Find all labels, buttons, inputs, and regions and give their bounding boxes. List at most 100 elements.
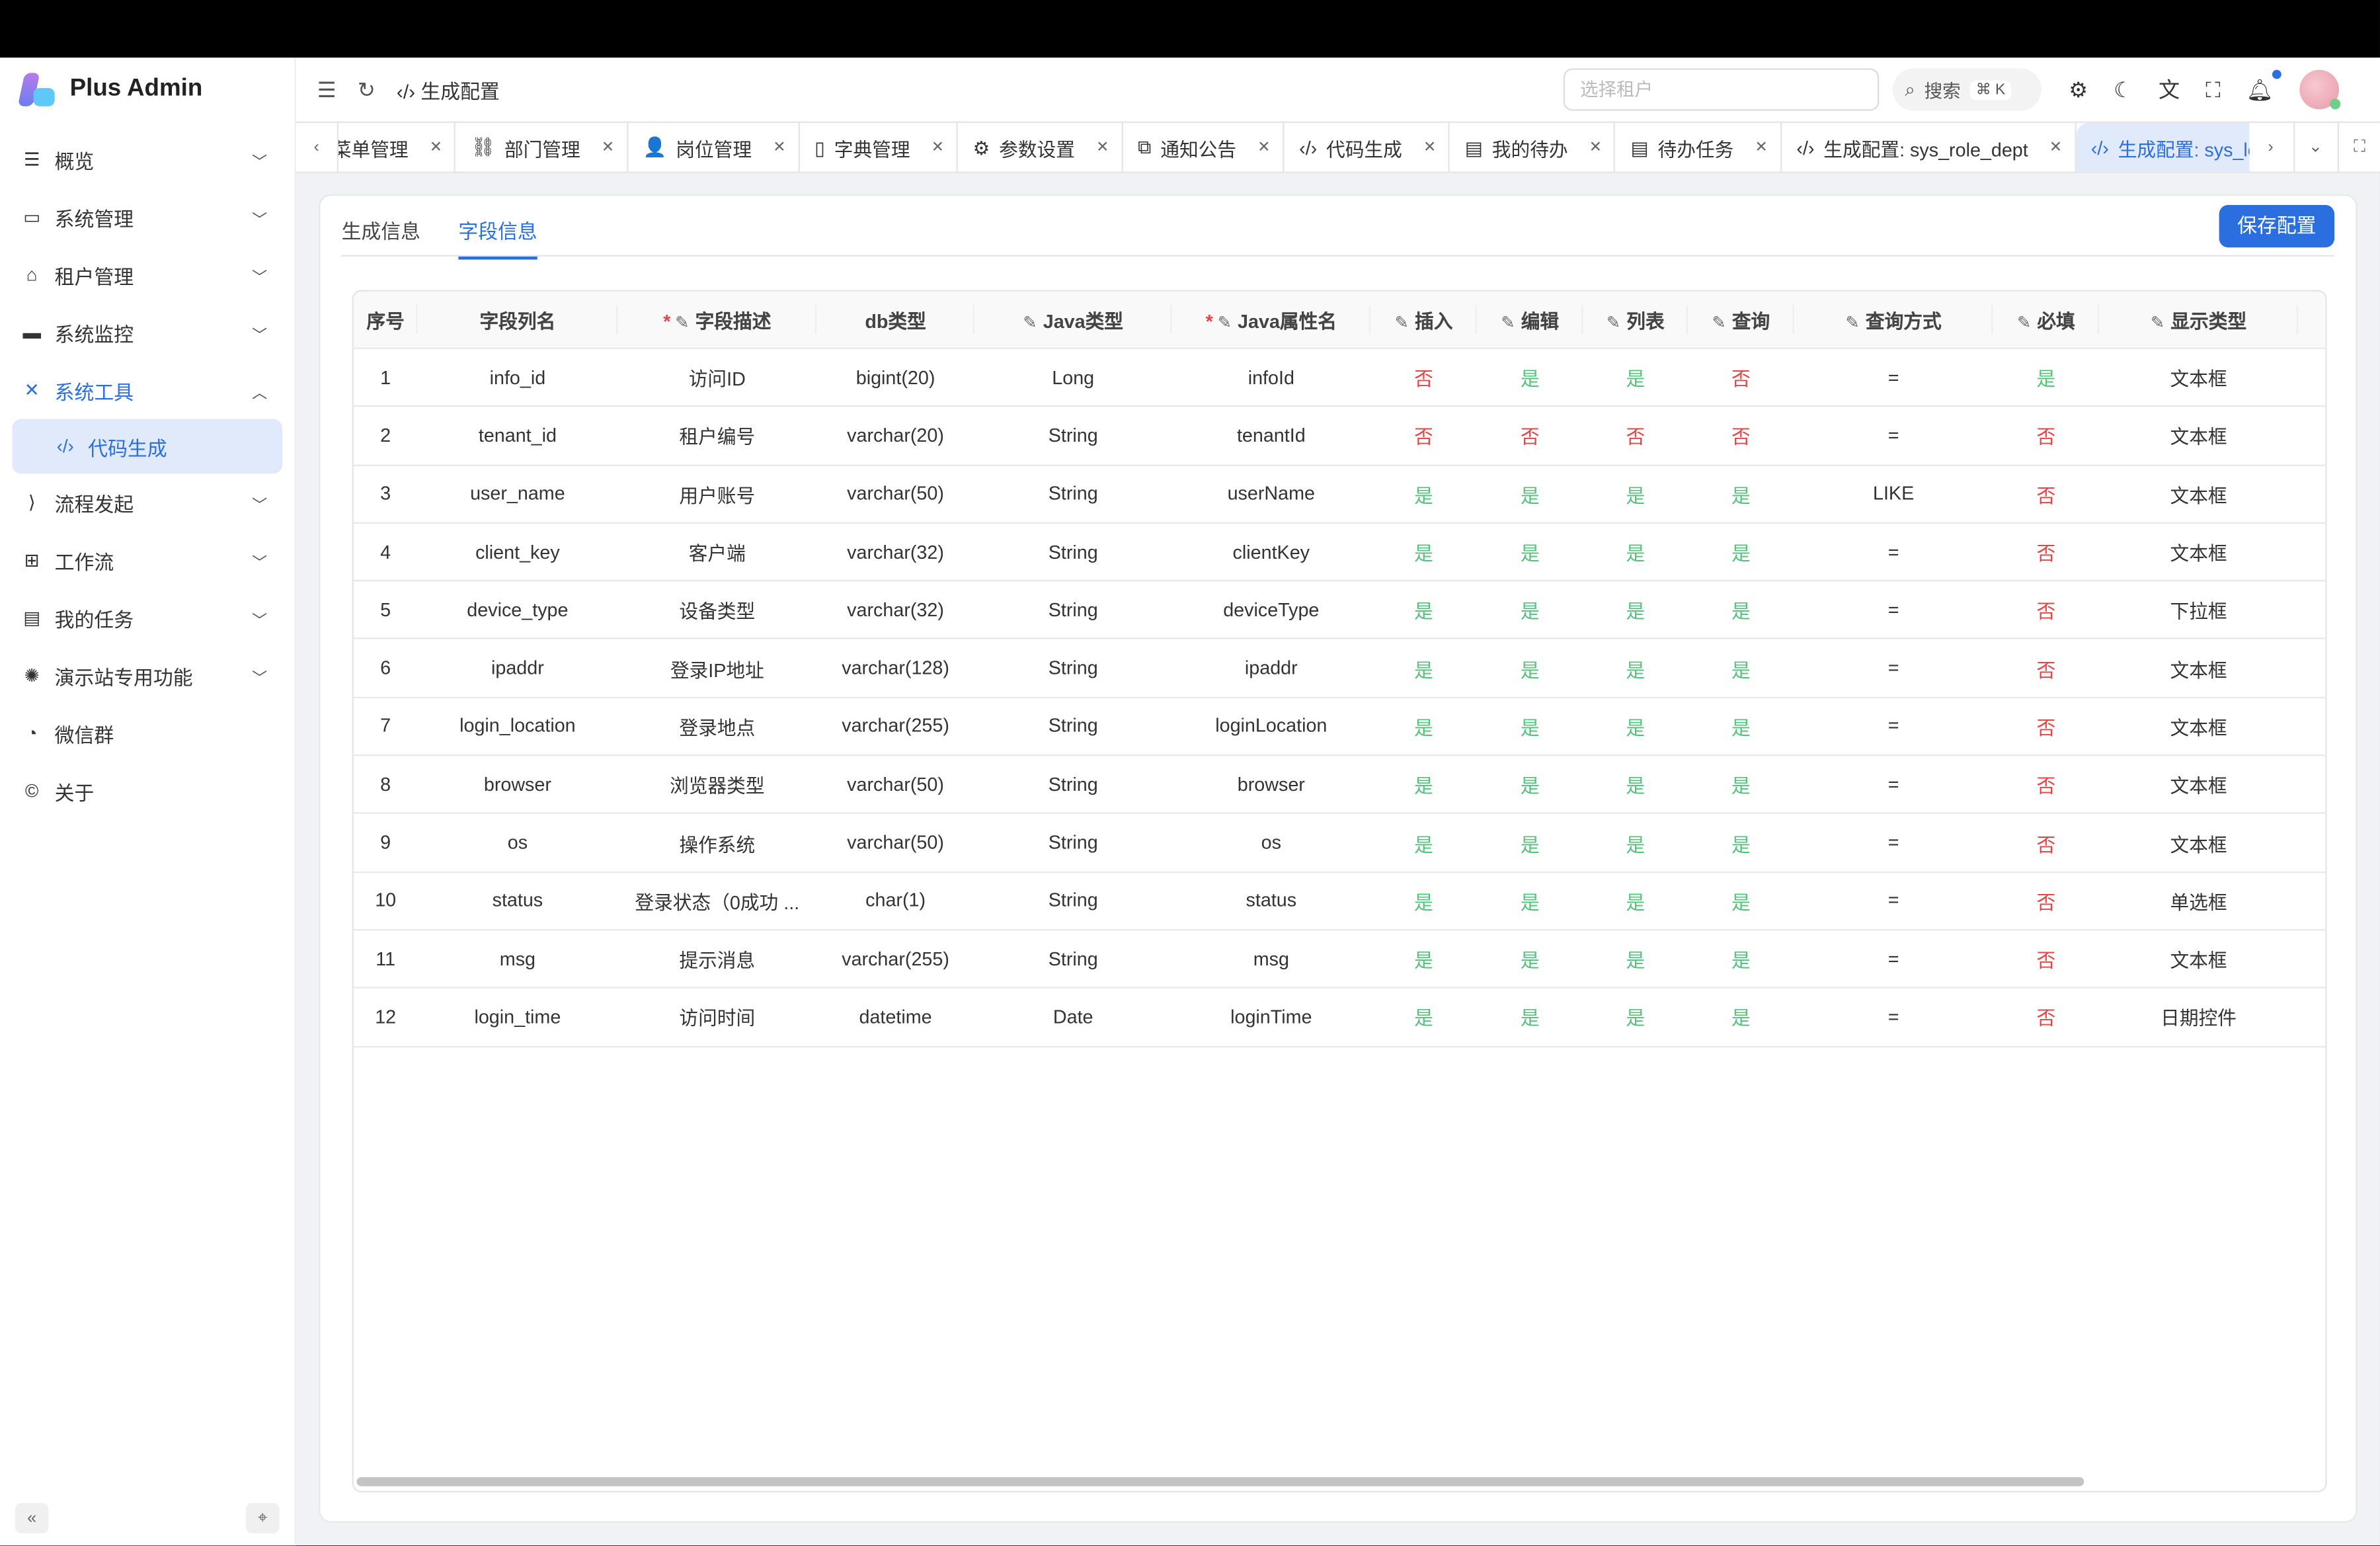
tenant-select[interactable]: 选择租户	[1563, 68, 1880, 111]
table-cell[interactable]: =	[1887, 832, 1899, 854]
table-cell[interactable]: 是	[1731, 485, 1751, 507]
table-cell[interactable]: =	[1887, 657, 1899, 679]
table-cell[interactable]: os	[1261, 832, 1281, 854]
table-cell[interactable]: 文本框	[2170, 427, 2227, 449]
table-cell[interactable]: varchar(32)	[847, 599, 944, 621]
table-cell[interactable]: 访问ID	[688, 369, 746, 391]
table-row[interactable]: 2 tenant_id 租户编号 varchar(20) String tenantId 否…	[353, 407, 2326, 466]
tab-10[interactable]: ‹/› 生成配置: sys_lo	[2075, 122, 2250, 172]
table-cell[interactable]: 文本框	[2170, 659, 2227, 681]
search-button[interactable]: ⌕ 搜索 ⌘ K	[1892, 68, 2042, 111]
table-cell[interactable]: 是	[1520, 776, 1540, 797]
table-row[interactable]: 1 info_id 访问ID bigint(20) Long infoId 否 是 是 否 = 是 文本…	[353, 349, 2326, 407]
sidebar-item-9[interactable]: ✺ 演示站专用功能 ﹀	[0, 647, 294, 704]
table-cell[interactable]: 登录IP地址	[670, 659, 764, 681]
table-cell[interactable]: 是	[1626, 544, 1646, 565]
table-cell[interactable]: String	[1048, 541, 1098, 563]
table-cell[interactable]: 登录状态（0成功 ...	[635, 892, 800, 914]
table-cell[interactable]: String	[1048, 425, 1098, 446]
table-cell[interactable]: =	[1887, 366, 1899, 388]
table-cell[interactable]: info_id	[489, 366, 546, 388]
tab-1[interactable]: ⛓ 部门管理 ✕	[456, 122, 628, 172]
table-cell[interactable]: 是	[1520, 659, 1540, 681]
table-cell[interactable]: 是	[1731, 717, 1751, 739]
table-cell[interactable]: 否	[1414, 369, 1433, 391]
table-cell[interactable]: 文本框	[2170, 834, 2227, 856]
table-cell[interactable]: loginLocation	[1215, 715, 1328, 737]
table-cell[interactable]: 否	[2036, 834, 2056, 856]
tab-3[interactable]: ▯ 字典管理 ✕	[799, 122, 958, 172]
tab-9[interactable]: ‹/› 生成配置: sys_role_dept ✕	[1781, 122, 2076, 172]
translate-icon[interactable]: 文	[2159, 77, 2180, 102]
tab-basic-info[interactable]: 生成信息	[341, 220, 421, 243]
table-cell[interactable]: varchar(32)	[847, 541, 944, 563]
close-icon[interactable]: ✕	[429, 140, 443, 157]
dark-mode-icon[interactable]: ☾	[2114, 76, 2133, 101]
table-cell[interactable]: 访问时间	[679, 1008, 756, 1030]
tab-2[interactable]: 👤 岗位管理 ✕	[628, 122, 800, 172]
table-cell[interactable]: 是	[2036, 369, 2056, 391]
maximize-icon[interactable]: ⛶	[2337, 122, 2380, 172]
table-cell[interactable]: varchar(255)	[842, 715, 949, 737]
table-cell[interactable]: varchar(20)	[847, 425, 944, 446]
table-cell[interactable]: 文本框	[2170, 485, 2227, 507]
table-cell[interactable]: 否	[2036, 950, 2056, 972]
table-cell[interactable]: 否	[2036, 544, 2056, 565]
table-cell[interactable]: 是	[1626, 834, 1646, 856]
sidebar-item-2[interactable]: ⌂ 租户管理 ﹀	[0, 246, 294, 304]
table-cell[interactable]: =	[1887, 425, 1899, 446]
table-cell[interactable]: datetime	[859, 1006, 932, 1028]
close-icon[interactable]: ✕	[2049, 140, 2063, 157]
table-cell[interactable]: 用户账号	[679, 485, 756, 507]
close-icon[interactable]: ✕	[773, 140, 786, 157]
table-row[interactable]: 8 browser 浏览器类型 varchar(50) String browser 是 是 是…	[353, 756, 2326, 815]
table-cell[interactable]: 否	[2036, 427, 2056, 449]
table-cell[interactable]: 是	[1414, 776, 1433, 797]
table-cell[interactable]: 操作系统	[679, 834, 756, 856]
table-cell[interactable]: String	[1048, 890, 1098, 912]
table-cell[interactable]: 是	[1520, 950, 1540, 972]
sidebar-item-1[interactable]: ▭ 系统管理 ﹀	[0, 188, 294, 246]
table-cell[interactable]: status	[1246, 890, 1297, 912]
table-cell[interactable]: 浏览器类型	[670, 776, 765, 797]
table-cell[interactable]: Long	[1052, 366, 1095, 388]
save-config-button[interactable]: 保存配置	[2219, 204, 2335, 248]
table-cell[interactable]: LIKE	[1872, 483, 1915, 505]
table-cell[interactable]: varchar(128)	[842, 657, 949, 679]
table-cell[interactable]: 是	[1520, 485, 1540, 507]
sidebar-item-10[interactable]: ◔ 微信群	[0, 704, 294, 762]
table-cell[interactable]: 是	[1626, 369, 1646, 391]
close-icon[interactable]: ✕	[1755, 140, 1768, 157]
table-cell[interactable]: 否	[2036, 601, 2056, 624]
table-cell[interactable]: =	[1887, 541, 1899, 563]
table-cell[interactable]: 是	[1520, 834, 1540, 856]
table-cell[interactable]: 文本框	[2170, 950, 2227, 972]
table-cell[interactable]: 是	[1731, 659, 1751, 681]
table-cell[interactable]: String	[1048, 774, 1098, 795]
sidebar-item-3[interactable]: ▬ 系统监控 ﹀	[0, 304, 294, 361]
table-cell[interactable]: 否	[1414, 427, 1433, 449]
table-row[interactable]: 9 os 操作系统 varchar(50) String os 是 是 是 是 = 否 文本框	[353, 814, 2326, 873]
table-cell[interactable]: 文本框	[2170, 717, 2227, 739]
table-row[interactable]: 7 login_location 登录地点 varchar(255) String log…	[353, 698, 2326, 756]
table-cell[interactable]: os	[507, 832, 528, 854]
sidebar-item-0[interactable]: ☰ 概览 ﹀	[0, 130, 294, 188]
table-row[interactable]: 6 ipaddr 登录IP地址 varchar(128) String ipaddr 是 是 是…	[353, 640, 2326, 698]
table-cell[interactable]: 日期控件	[2161, 1008, 2237, 1030]
close-icon[interactable]: ✕	[931, 140, 944, 157]
logo[interactable]: Plus Admin	[0, 58, 294, 121]
table-cell[interactable]: ipaddr	[1244, 657, 1298, 679]
table-cell[interactable]: 否	[2036, 717, 2056, 739]
table-cell[interactable]: 是	[1414, 834, 1433, 856]
table-cell[interactable]: =	[1887, 948, 1899, 970]
sidebar-item-4[interactable]: ✕ 系统工具 ︿	[0, 361, 294, 419]
collapse-sidebar-button[interactable]: «	[15, 1502, 49, 1533]
table-cell[interactable]: =	[1887, 715, 1899, 737]
tab-0[interactable]: 菜单管理 ✕	[338, 122, 456, 172]
table-cell[interactable]: 否	[1731, 427, 1751, 449]
table-cell[interactable]: 否	[2036, 485, 2056, 507]
table-cell[interactable]: infoId	[1248, 366, 1294, 388]
table-cell[interactable]: deviceType	[1223, 599, 1320, 621]
table-cell[interactable]: String	[1048, 599, 1098, 621]
table-cell[interactable]: bigint(20)	[855, 366, 935, 388]
